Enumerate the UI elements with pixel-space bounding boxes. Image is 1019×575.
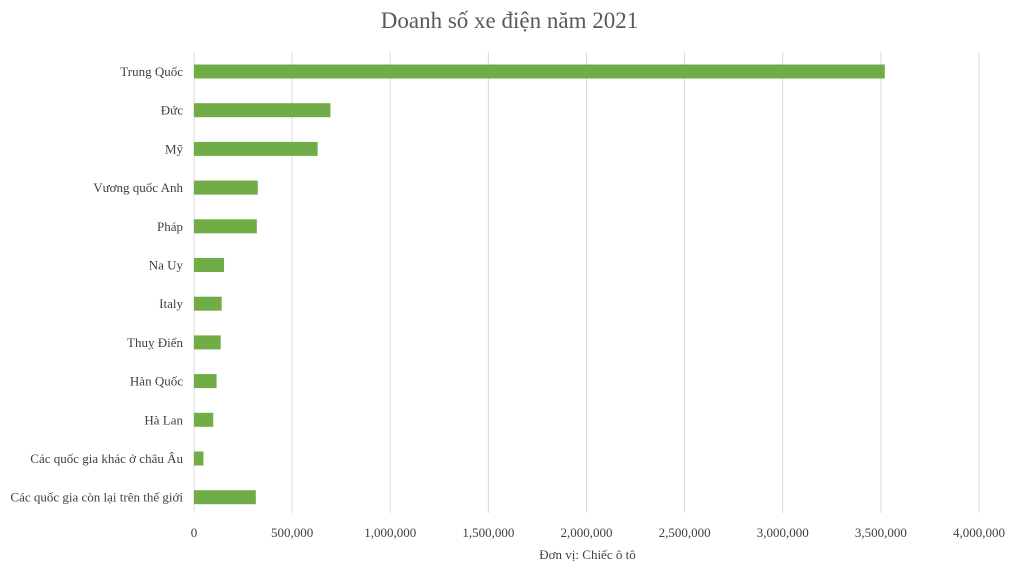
x-tick-label: 1,000,000 [364,525,416,540]
bar [194,180,258,195]
bar [194,451,204,466]
bar [194,296,222,311]
bar [194,335,221,350]
category-label: Vương quốc Anh [93,180,183,195]
category-label: Italy [159,296,183,311]
category-label: Đức [161,103,183,118]
x-tick-label: 2,500,000 [659,525,711,540]
category-label: Thuỵ Điển [127,335,183,350]
bar [194,219,257,234]
x-tick-label: 2,000,000 [561,525,613,540]
bar [194,258,225,272]
bar [194,64,885,79]
category-label: Na Uy [149,258,184,273]
x-tick-label: 4,000,000 [953,525,1005,540]
category-label: Pháp [157,219,183,234]
x-tick-label: 500,000 [271,525,313,540]
x-tick-label: 3,000,000 [757,525,809,540]
chart-title: Doanh số xe điện năm 2021 [380,8,639,33]
category-label: Trung Quốc [120,64,183,79]
bar [194,374,217,389]
category-label: Hà Lan [144,412,183,427]
bar [194,141,318,156]
bar [194,103,331,118]
category-label: Hàn Quốc [130,374,183,389]
x-tick-label: 3,500,000 [855,525,907,540]
x-tick-label: 1,500,000 [462,525,514,540]
category-label: Các quốc gia còn lại trên thế giới [10,490,183,505]
x-axis-label: Đơn vị: Chiếc ô tô [539,547,636,562]
category-label: Các quốc gia khác ở châu Âu [30,451,183,466]
x-tick-label: 0 [191,525,198,540]
bar [194,490,256,505]
bar [194,412,214,427]
category-label: Mỹ [165,141,184,156]
